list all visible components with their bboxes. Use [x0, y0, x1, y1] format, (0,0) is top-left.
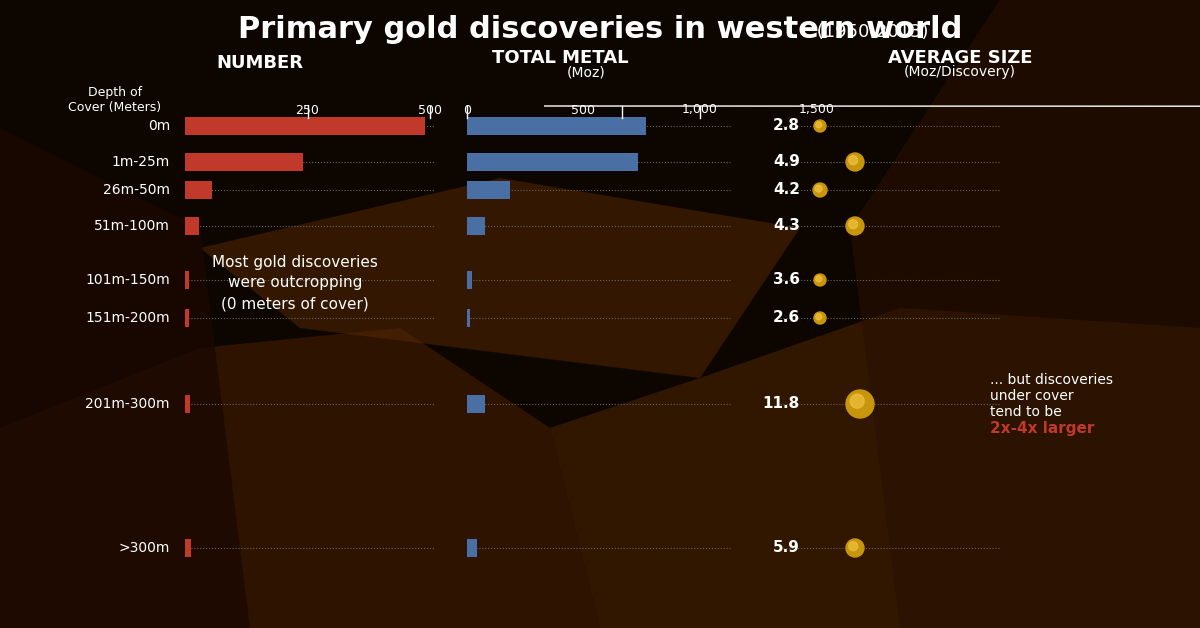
Text: Most gold discoveries
were outcropping
(0 meters of cover): Most gold discoveries were outcropping (…: [212, 254, 378, 311]
Bar: [185, 153, 302, 171]
Circle shape: [816, 314, 822, 320]
Bar: [185, 395, 190, 413]
Circle shape: [846, 539, 864, 557]
Bar: [185, 217, 199, 235]
Text: 2.8: 2.8: [773, 119, 800, 134]
Circle shape: [851, 394, 864, 408]
Bar: [467, 271, 472, 289]
Circle shape: [846, 217, 864, 235]
Circle shape: [816, 122, 822, 128]
Bar: [185, 271, 188, 289]
Text: 5.9: 5.9: [773, 541, 800, 556]
Text: 1,000: 1,000: [682, 104, 718, 117]
Text: 201m-300m: 201m-300m: [85, 397, 170, 411]
Circle shape: [848, 542, 858, 551]
Text: Depth of
Cover (Meters): Depth of Cover (Meters): [68, 86, 162, 114]
Circle shape: [814, 183, 827, 197]
Bar: [467, 539, 478, 557]
Text: >300m: >300m: [119, 541, 170, 555]
Polygon shape: [850, 0, 1200, 628]
Text: AVERAGE SIZE: AVERAGE SIZE: [888, 49, 1032, 67]
Circle shape: [814, 274, 826, 286]
Text: 51m-100m: 51m-100m: [94, 219, 170, 233]
Text: 2x-4x larger: 2x-4x larger: [990, 421, 1094, 435]
Bar: [467, 217, 485, 235]
Text: 1,500: 1,500: [798, 104, 834, 117]
Text: tend to be: tend to be: [990, 405, 1062, 419]
Bar: [467, 309, 470, 327]
Bar: [467, 181, 510, 199]
Text: NUMBER: NUMBER: [216, 54, 304, 72]
Circle shape: [848, 156, 858, 165]
Bar: [467, 395, 485, 413]
Text: 4.2: 4.2: [773, 183, 800, 197]
Bar: [467, 117, 646, 135]
Text: 1m-25m: 1m-25m: [112, 155, 170, 169]
Text: Primary gold discoveries in western world: Primary gold discoveries in western worl…: [238, 16, 962, 45]
Text: 0: 0: [463, 104, 470, 117]
Text: under cover: under cover: [990, 389, 1074, 403]
Text: TOTAL METAL: TOTAL METAL: [492, 49, 629, 67]
Text: 4.3: 4.3: [773, 219, 800, 234]
Text: ... but discoveries: ... but discoveries: [990, 373, 1114, 387]
Polygon shape: [0, 328, 600, 628]
Bar: [185, 539, 191, 557]
Circle shape: [848, 220, 858, 229]
Polygon shape: [0, 128, 250, 628]
Circle shape: [814, 120, 826, 132]
Circle shape: [846, 390, 874, 418]
Text: 250: 250: [295, 104, 319, 117]
Text: (Moz/Discovery): (Moz/Discovery): [904, 65, 1016, 79]
Text: 26m-50m: 26m-50m: [103, 183, 170, 197]
Text: 11.8: 11.8: [763, 396, 800, 411]
Text: 3.6: 3.6: [773, 273, 800, 288]
Polygon shape: [200, 178, 800, 378]
Text: 0m: 0m: [148, 119, 170, 133]
Text: 151m-200m: 151m-200m: [85, 311, 170, 325]
Text: (Moz): (Moz): [566, 65, 605, 79]
Bar: [185, 181, 212, 199]
Circle shape: [815, 185, 822, 192]
Polygon shape: [550, 308, 1200, 628]
Circle shape: [846, 153, 864, 171]
Circle shape: [814, 312, 826, 324]
Text: 101m-150m: 101m-150m: [85, 273, 170, 287]
Circle shape: [816, 276, 822, 282]
Text: 500: 500: [571, 104, 595, 117]
Text: 2.6: 2.6: [773, 310, 800, 325]
Text: (1950-2013): (1950-2013): [811, 23, 929, 41]
Bar: [185, 309, 188, 327]
Text: 4.9: 4.9: [773, 154, 800, 170]
Bar: [467, 153, 638, 171]
Bar: [185, 117, 425, 135]
Text: 500: 500: [418, 104, 442, 117]
